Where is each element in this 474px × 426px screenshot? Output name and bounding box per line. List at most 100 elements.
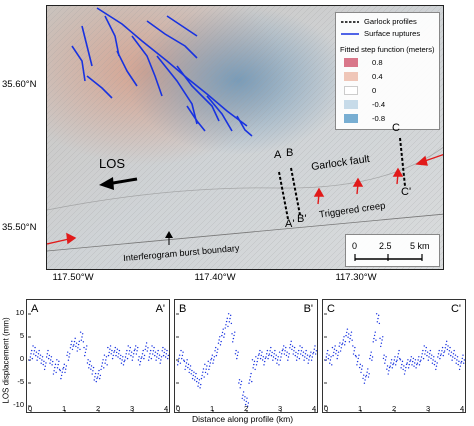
data-point: [360, 371, 362, 374]
data-point: [241, 397, 243, 400]
data-point: [248, 382, 250, 384]
data-point: [29, 356, 32, 358]
data-point: [164, 356, 167, 358]
data-point: [157, 349, 159, 352]
data-point: [259, 349, 261, 352]
data-point: [443, 351, 445, 354]
data-point: [386, 368, 388, 370]
data-point: [208, 365, 211, 367]
data-point: [403, 365, 405, 367]
data-point: [439, 354, 442, 357]
data-point: [390, 359, 393, 361]
data-point: [163, 351, 165, 354]
data-point: [147, 359, 150, 361]
data-point: [133, 349, 136, 352]
data-point: [34, 346, 36, 349]
data-point: [347, 336, 349, 338]
data-point: [210, 359, 212, 361]
data-point: [382, 336, 384, 338]
data-point: [339, 350, 342, 352]
data-point: [114, 346, 117, 349]
data-point: [356, 364, 358, 366]
data-point: [274, 357, 277, 360]
data-point: [432, 359, 434, 361]
data-point: [141, 356, 143, 358]
map-legend: Garlock profiles Surface ruptures Fitted…: [335, 12, 440, 130]
data-point: [218, 339, 220, 341]
data-point: [68, 356, 70, 358]
data-point: [45, 356, 48, 358]
data-point: [215, 354, 218, 357]
data-point: [28, 359, 31, 361]
data-point: [326, 349, 329, 352]
data-point: [438, 349, 440, 352]
data-point: [42, 363, 44, 366]
data-point: [448, 353, 450, 355]
panel-b-plot: [176, 313, 318, 413]
data-point: [312, 353, 314, 355]
data-point: [81, 333, 84, 335]
data-point: [414, 359, 417, 361]
data-point: [360, 368, 363, 370]
data-point: [365, 374, 368, 377]
data-point: [138, 356, 140, 358]
data-point: [158, 354, 161, 356]
data-point: [270, 346, 272, 349]
data-point: [107, 346, 109, 349]
data-point: [61, 371, 63, 373]
data-point: [343, 344, 346, 346]
data-point: [275, 354, 277, 356]
data-point: [156, 353, 159, 355]
data-point: [98, 369, 100, 372]
data-point: [111, 349, 113, 352]
scale-label-2: 0: [372, 86, 377, 95]
data-point: [348, 333, 350, 335]
data-point: [150, 357, 153, 360]
data-point: [57, 363, 59, 366]
data-point: [425, 346, 427, 349]
data-point: [205, 368, 207, 370]
data-point: [117, 356, 119, 358]
data-point: [232, 341, 234, 343]
data-point: [351, 339, 353, 341]
data-point: [266, 349, 269, 352]
scale-swatch-0: [344, 58, 358, 67]
data-point: [273, 353, 275, 355]
data-point: [259, 357, 262, 360]
data-point: [272, 356, 275, 358]
data-point: [142, 349, 144, 352]
panel-c-start-label: C: [327, 303, 335, 315]
x-tick-label: 2: [392, 404, 397, 413]
data-point: [278, 351, 281, 353]
data-point: [352, 353, 355, 355]
data-point: [92, 366, 95, 369]
data-point: [246, 405, 249, 407]
data-point: [71, 340, 73, 343]
boundary-pointer: [165, 231, 173, 245]
data-point: [136, 350, 138, 352]
lat-label-2: 35.50°N: [2, 222, 37, 233]
data-point: [304, 356, 306, 358]
data-point: [297, 349, 300, 352]
data-point: [338, 345, 340, 347]
data-point: [77, 347, 79, 349]
data-point: [263, 360, 266, 363]
data-point: [341, 342, 344, 344]
data-point: [444, 347, 447, 349]
data-point: [222, 328, 224, 330]
data-point: [195, 372, 197, 375]
data-point: [192, 374, 194, 377]
data-point: [206, 365, 208, 367]
data-point: [147, 347, 149, 349]
data-point: [401, 363, 403, 366]
data-point: [160, 359, 162, 361]
data-point: [50, 356, 53, 358]
data-point: [255, 356, 257, 358]
legend-title: Fitted step function (meters): [340, 45, 435, 54]
data-point: [158, 357, 160, 360]
data-point: [234, 331, 236, 333]
data-point: [310, 351, 312, 353]
data-point: [329, 359, 332, 361]
legend-ruptures-label: Surface ruptures: [364, 29, 421, 38]
data-point: [289, 343, 292, 346]
